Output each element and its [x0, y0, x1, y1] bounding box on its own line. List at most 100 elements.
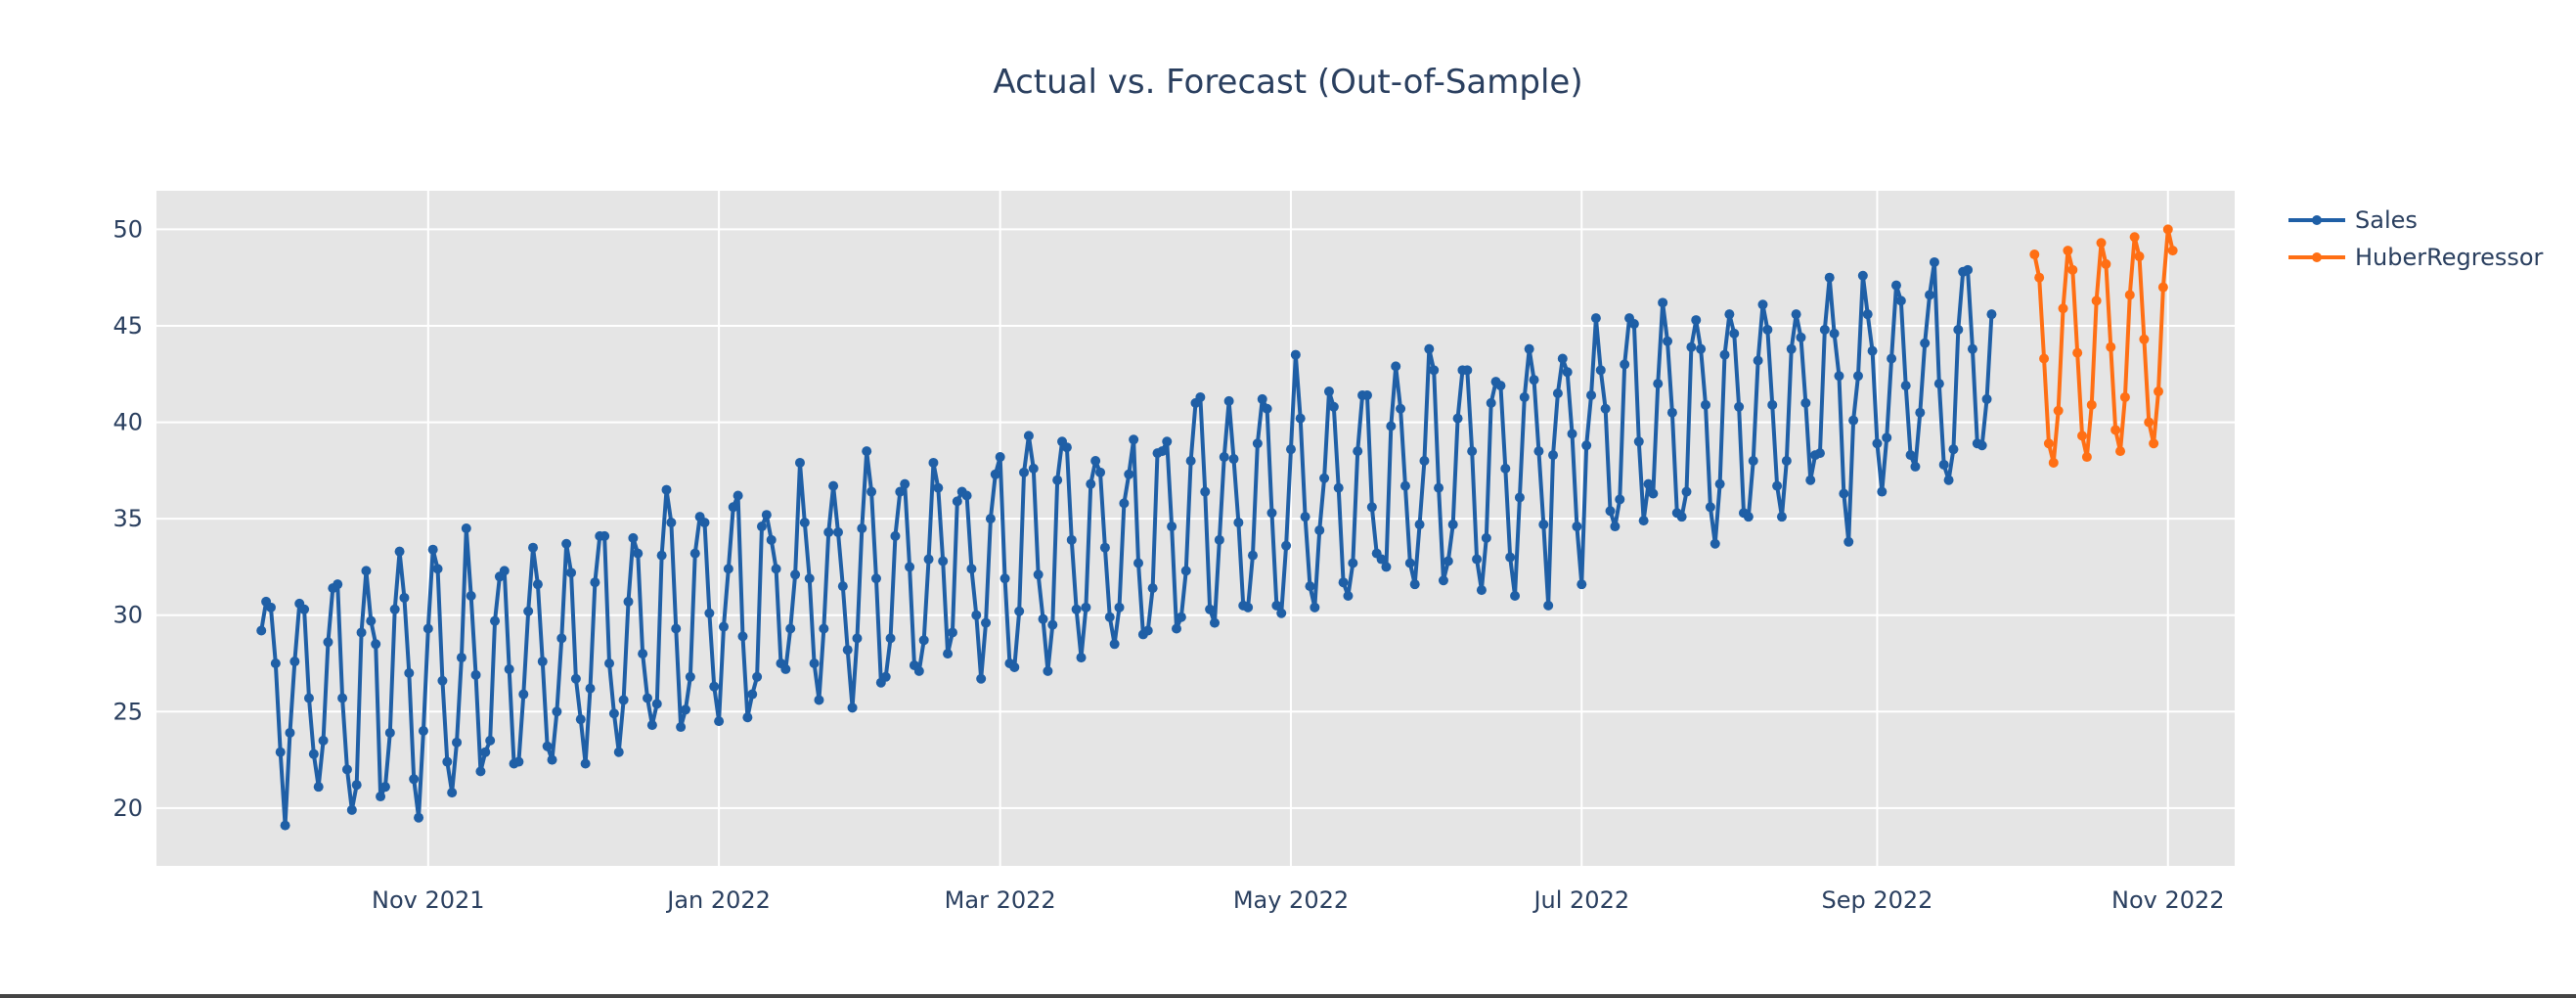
data-point: [1323, 386, 1334, 397]
data-point: [1857, 270, 1868, 281]
data-point: [1233, 518, 1244, 528]
x-tick-label: Mar 2022: [945, 886, 1056, 914]
data-point: [790, 569, 801, 580]
data-point: [275, 747, 286, 757]
data-point: [265, 602, 276, 612]
data-point: [1066, 534, 1077, 545]
y-tick-label: 35: [112, 505, 143, 532]
data-point: [666, 518, 677, 528]
x-tick-label: Nov 2022: [2111, 886, 2225, 914]
data-point: [1757, 299, 1768, 310]
data-point: [1180, 566, 1191, 576]
data-point: [1628, 319, 1639, 330]
data-point: [1986, 309, 1997, 320]
data-point: [1223, 395, 1234, 406]
data-point: [346, 804, 357, 815]
data-point: [2157, 282, 2168, 293]
data-point: [1663, 336, 1673, 346]
series-huberregressor: [2029, 224, 2178, 468]
data-point: [1953, 324, 1964, 335]
data-point: [1905, 450, 1916, 461]
data-point: [1548, 450, 1559, 461]
data-point: [1252, 438, 1263, 449]
data-point: [1867, 345, 1878, 356]
data-point: [2067, 264, 2078, 275]
data-point: [303, 693, 314, 703]
data-point: [1028, 463, 1039, 474]
data-point: [1109, 639, 1120, 650]
data-point: [1615, 494, 1625, 505]
data-point: [913, 665, 924, 676]
data-point: [2115, 446, 2126, 457]
data-point: [1167, 522, 1177, 532]
x-tick-label: Jan 2022: [665, 886, 771, 914]
data-point: [513, 756, 524, 767]
data-point: [1319, 473, 1330, 483]
data-point: [1495, 381, 1506, 391]
data-point: [256, 625, 267, 636]
data-point: [600, 530, 610, 541]
data-point: [318, 735, 329, 746]
legend-item[interactable]: Sales: [2288, 206, 2418, 234]
data-point: [1895, 295, 1906, 306]
data-point: [1514, 492, 1525, 503]
data-point: [1019, 467, 1030, 477]
data-point: [2149, 438, 2159, 449]
data-point: [480, 747, 491, 757]
data-point: [1210, 617, 1220, 628]
data-point: [756, 522, 767, 532]
data-point: [466, 591, 476, 601]
data-point: [456, 653, 466, 663]
y-tick-label: 25: [112, 698, 143, 725]
data-point: [561, 538, 572, 549]
data-point: [828, 480, 839, 491]
data-point: [1014, 606, 1025, 616]
data-point: [523, 606, 534, 616]
data-point: [1772, 480, 1783, 491]
data-point: [1281, 540, 1292, 551]
data-point: [1228, 454, 1239, 465]
data-point: [1176, 612, 1186, 622]
data-point: [1653, 379, 1664, 389]
data-point: [1638, 516, 1649, 526]
data-point: [1887, 353, 1897, 364]
data-point: [361, 566, 372, 576]
legend-item[interactable]: HuberRegressor: [2288, 244, 2544, 271]
data-point: [928, 457, 939, 468]
data-point: [747, 689, 758, 700]
data-point: [766, 534, 777, 545]
data-point: [379, 782, 390, 793]
data-point: [1452, 413, 1463, 424]
y-tick-label: 30: [112, 602, 143, 629]
data-point: [1343, 591, 1354, 601]
data-point: [1366, 502, 1377, 513]
data-point: [1462, 365, 1473, 376]
data-point: [1434, 482, 1444, 493]
data-point: [1061, 442, 1072, 453]
data-point: [299, 604, 310, 614]
y-tick-label: 20: [112, 794, 143, 822]
data-point: [1552, 388, 1563, 398]
data-point: [499, 566, 510, 576]
data-point: [737, 631, 748, 642]
data-point: [1033, 569, 1044, 580]
data-point: [1114, 602, 1125, 612]
data-point: [1481, 532, 1491, 543]
data-point: [1701, 399, 1710, 410]
data-point: [2053, 405, 2064, 416]
data-point: [985, 514, 996, 524]
data-point: [857, 523, 867, 533]
data-point: [895, 486, 906, 497]
data-point: [1104, 612, 1115, 622]
data-point: [1338, 577, 1349, 588]
data-point: [1467, 446, 1478, 457]
data-point: [1396, 403, 1406, 414]
data-point: [689, 548, 700, 559]
data-point: [1348, 558, 1358, 568]
data-point: [404, 667, 415, 678]
data-point: [780, 663, 791, 674]
data-point: [1200, 486, 1211, 497]
data-point: [442, 756, 453, 767]
data-point: [1472, 554, 1483, 565]
